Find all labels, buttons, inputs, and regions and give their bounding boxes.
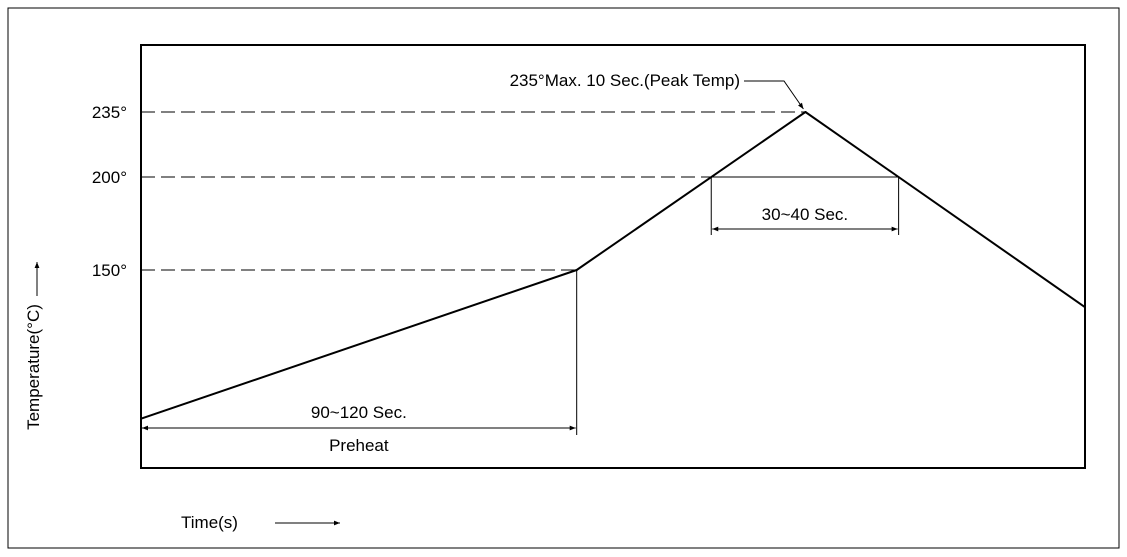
y-axis-title-group: Temperature(°C) [24,262,43,430]
y-tick-label-200: 200° [92,168,127,187]
reflow-window-label: 30~40 Sec. [762,205,849,224]
profile-point-4 [1084,306,1086,309]
x-axis-title: Time(s) [181,513,238,532]
y-tick-label-150: 150° [92,261,127,280]
peak-leader-line [744,80,804,110]
x-axis-title-group: Time(s) [181,513,340,532]
reference-lines: 235° 200° 150° [92,103,806,280]
plot-frame [140,44,1086,469]
y-tick-label-235: 235° [92,103,127,122]
profile-point-3 [804,111,807,113]
preheat-duration-label: 90~120 Sec. [311,403,407,422]
dimension-annotations: 90~120 Sec. Preheat 30~40 Sec. 235°Max. … [142,71,900,455]
figure-border [7,7,1120,549]
profile-point-1 [140,417,142,420]
profile-segment-1 [140,269,578,420]
y-axis-title: Temperature(°C) [24,304,43,430]
preheat-label: Preheat [329,436,389,455]
peak-annotation-label: 235°Max. 10 Sec.(Peak Temp) [510,71,740,90]
profile-segment-3 [804,111,1086,309]
profile-curve-group [140,111,1086,420]
profile-segment-2 [575,111,807,271]
